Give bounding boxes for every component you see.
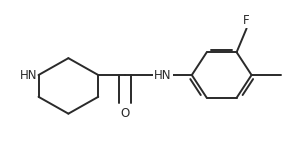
Text: F: F <box>243 14 250 27</box>
Text: HN: HN <box>154 69 172 82</box>
Text: O: O <box>121 107 130 120</box>
Text: HN: HN <box>20 69 37 82</box>
